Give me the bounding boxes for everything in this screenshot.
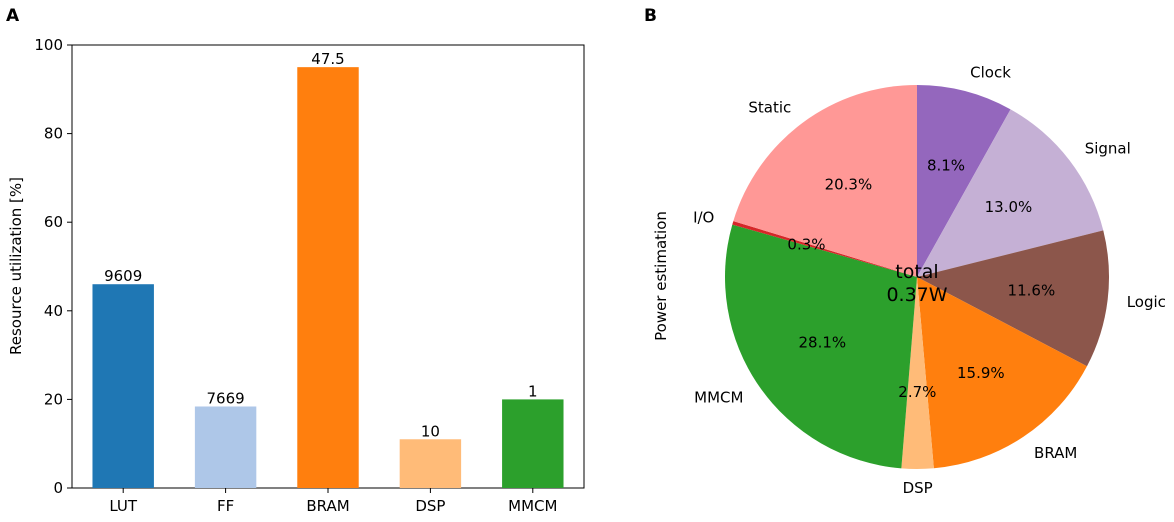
pie-y-axis-label: Power estimation: [652, 211, 670, 341]
pie-slice-mmcm: [725, 224, 917, 469]
x-tick-label: BRAM: [306, 497, 349, 515]
y-tick-label: 100: [34, 36, 63, 54]
pie-pct-label: 13.0%: [985, 198, 1033, 216]
bar-bram: [297, 67, 359, 489]
bar-ff: [194, 406, 257, 488]
bar-value-label: 1: [528, 382, 538, 400]
pie-pct-label: 11.6%: [1008, 282, 1056, 300]
pie-slice-bram: [917, 277, 1087, 469]
x-tick-label: FF: [217, 497, 234, 515]
pie-center-total-label: total: [895, 261, 938, 283]
bar-value-label: 10: [421, 422, 440, 440]
y-tick-label: 40: [44, 302, 63, 320]
bar-y-axis: 0 20 40 60 80 100: [34, 36, 72, 497]
x-tick-label: DSP: [415, 497, 445, 515]
pie-center-value-label: 0.37W: [886, 284, 947, 306]
pie-slice-clock: [917, 85, 1011, 277]
pie-slices: [725, 85, 1109, 470]
pie-pct-label: 0.3%: [787, 236, 825, 254]
bar-x-axis: LUT FF BRAM DSP MMCM: [109, 488, 557, 515]
bar-value-label: 9609: [104, 267, 142, 285]
y-tick-label: 60: [44, 213, 63, 231]
y-tick-label: 80: [44, 125, 63, 143]
y-tick-label: 0: [53, 479, 63, 497]
bar-value-label: 7669: [207, 389, 245, 407]
pie-slice-static: [733, 85, 917, 277]
bar-mmcm: [502, 399, 564, 488]
bar-series: 9609 7669 47.5 10 1: [92, 50, 564, 489]
pie-pct-label: 2.7%: [898, 383, 936, 401]
pie-pct-label: 20.3%: [825, 175, 873, 193]
pie-slice-label: I/O: [693, 208, 714, 226]
panel-b-label: B: [644, 6, 657, 26]
pie-pct-label: 28.1%: [799, 334, 847, 352]
bar-lut: [92, 284, 154, 488]
pie-labels: 8.1% Clock 13.0% Signal 11.6% Logic 15.9% BRAM 2…: [693, 64, 1166, 498]
y-tick-label: 20: [44, 390, 63, 408]
pie-slice-label: MMCM: [694, 388, 743, 406]
pie-slice-label: Logic: [1127, 293, 1166, 311]
pie-slice-label: DSP: [903, 479, 933, 497]
pie-slice-label: BRAM: [1034, 444, 1077, 462]
pie-slice-signal: [917, 109, 1104, 277]
pie-slice-label: Signal: [1085, 140, 1131, 158]
pie-pct-label: 8.1%: [927, 157, 965, 175]
x-tick-label: LUT: [109, 497, 138, 515]
pie-pct-label: 15.9%: [957, 364, 1005, 382]
pie-slice-dsp: [901, 277, 934, 470]
panel-a-label: A: [6, 6, 20, 26]
bar-value-label: 47.5: [311, 50, 344, 68]
pie-slice-label: Static: [748, 98, 791, 116]
pie-slice-label: Clock: [970, 64, 1011, 82]
pie-chart: Power estimation 8.1% Clock 13.0% Signal 11.…: [652, 64, 1166, 498]
bar-dsp: [399, 439, 462, 488]
pie-slice-logic: [917, 230, 1109, 367]
pie-slice-io: [732, 221, 917, 277]
x-tick-label: MMCM: [508, 497, 557, 515]
bar-chart: 0 20 40 60 80 100 9609 7669 47.5 10 1 LUT FF BRAM DS…: [7, 36, 585, 515]
bar-y-axis-label: Resource utilization [%]: [7, 177, 25, 355]
